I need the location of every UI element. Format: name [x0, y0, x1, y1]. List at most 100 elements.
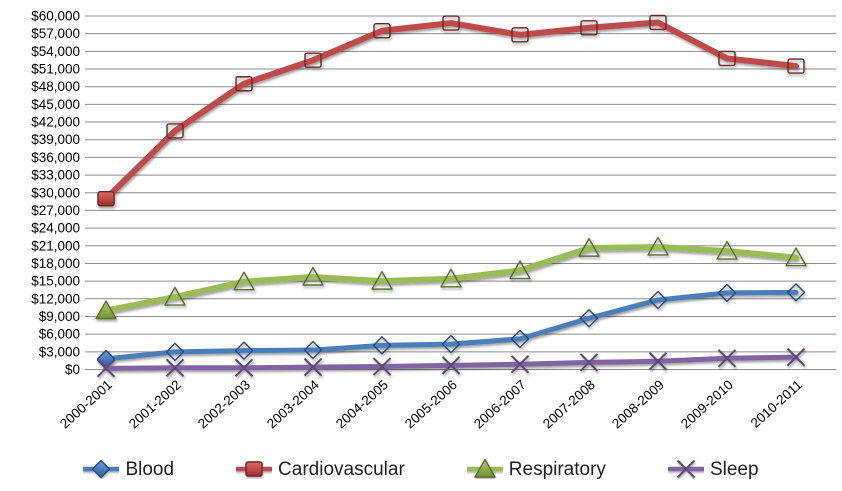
series-marker-sleep	[510, 354, 530, 374]
y-axis-tick-label: $36,000	[31, 150, 80, 165]
legend-label-cardiovascular: Cardiovascular	[278, 458, 405, 480]
x-marker-icon	[667, 459, 704, 479]
series-marker-sleep	[579, 353, 599, 372]
series-blood	[96, 283, 806, 369]
x-axis-tick-label: 2000-2001	[57, 377, 115, 431]
y-axis-tick-label: $27,000	[31, 203, 80, 218]
series-marker-blood	[165, 342, 185, 362]
series-marker-cardiovascular	[442, 15, 460, 31]
y-axis-tick-label: $51,000	[31, 62, 80, 77]
series-marker-respiratory	[371, 270, 393, 290]
series-marker-sleep	[717, 349, 737, 368]
square-marker-icon	[236, 461, 273, 477]
y-axis-tick-label: $54,000	[31, 44, 80, 59]
y-axis-tick-label: $45,000	[31, 97, 80, 112]
series-marker-sleep	[165, 358, 185, 377]
x-axis-tick-label: 2010-2011	[748, 377, 805, 431]
series-marker-respiratory	[509, 260, 531, 280]
series-marker-blood	[786, 283, 806, 302]
y-axis-tick-label: $3,000	[39, 344, 80, 359]
y-axis-tick-label: $18,000	[31, 256, 80, 271]
series-marker-respiratory	[440, 268, 462, 288]
series-marker-respiratory	[578, 237, 600, 257]
series-marker-cardiovascular	[235, 76, 253, 92]
legend-item-blood: Blood	[83, 459, 174, 479]
legend-label-blood: Blood	[125, 458, 175, 480]
series-marker-cardiovascular	[718, 50, 736, 67]
series-marker-blood	[92, 459, 111, 479]
x-axis-tick-label: 2006-2007	[471, 377, 529, 431]
series-marker-sleep	[786, 347, 806, 367]
x-axis-tick-label: 2004-2005	[333, 377, 391, 431]
x-axis-tick-label: 2002-2003	[195, 377, 253, 431]
series-marker-respiratory	[95, 300, 117, 320]
series-marker-blood	[648, 290, 668, 310]
x-axis-tick-label: 2009-2010	[678, 377, 736, 431]
chart-area: $60,000 $57,000 $54,000 $51,000 $48,000 $45,0…	[31, 9, 836, 432]
series-marker-cardiovascular	[304, 52, 322, 68]
series-marker-blood	[441, 334, 461, 354]
series-marker-blood	[372, 336, 392, 355]
y-axis-tick-label: $48,000	[31, 79, 80, 94]
series-sleep	[96, 347, 806, 378]
series-line-blood	[103, 289, 799, 362]
series-marker-cardiovascular	[97, 190, 115, 207]
y-axis-tick-label: $9,000	[39, 309, 80, 324]
series-marker-sleep	[676, 459, 696, 479]
chart-legend: Blood Cardiovascular Respiratory Sleep	[0, 447, 842, 491]
diamond-marker-icon	[83, 459, 120, 479]
series-marker-blood	[303, 340, 323, 360]
series-marker-sleep	[648, 352, 668, 371]
series-marker-respiratory	[474, 459, 496, 478]
series-marker-sleep	[303, 357, 323, 377]
x-axis-tick-label: 2001-2002	[126, 377, 184, 431]
series-marker-blood	[579, 309, 599, 328]
series-marker-blood	[717, 283, 737, 303]
y-axis-tick-label: $30,000	[31, 185, 80, 200]
x-axis-tick-label: 2008-2009	[609, 377, 667, 431]
series-marker-cardiovascular	[787, 58, 805, 74]
series-marker-respiratory	[302, 266, 324, 286]
triangle-marker-icon	[466, 459, 503, 478]
series-marker-cardiovascular	[245, 461, 263, 477]
series-marker-cardiovascular	[166, 123, 184, 139]
series-respiratory	[95, 236, 807, 320]
legend-label-sleep: Sleep	[709, 458, 759, 480]
y-axis-tick-label: $39,000	[31, 132, 80, 147]
x-axis-tick-label: 2003-2004	[264, 377, 322, 432]
series-marker-blood	[510, 329, 530, 349]
series-cardiovascular	[97, 14, 805, 207]
y-axis-tick-label: $12,000	[31, 291, 80, 306]
series-line-respiratory	[103, 243, 799, 314]
series-marker-blood	[96, 349, 116, 369]
series-marker-sleep	[96, 359, 116, 378]
series-marker-cardiovascular	[580, 20, 598, 36]
series-marker-sleep	[441, 356, 461, 375]
y-axis-tick-label: $24,000	[31, 221, 80, 236]
series-marker-cardiovascular	[511, 27, 529, 43]
series-marker-blood	[234, 341, 254, 360]
legend-label-respiratory: Respiratory	[508, 458, 606, 480]
y-axis-tick-label: $21,000	[31, 238, 80, 253]
legend-item-respiratory: Respiratory	[466, 458, 606, 480]
series-line-cardiovascular	[103, 19, 799, 202]
series-marker-cardiovascular	[649, 14, 667, 31]
y-axis-tick-label: $15,000	[31, 274, 80, 289]
series-marker-sleep	[372, 357, 392, 376]
series-marker-respiratory	[716, 240, 738, 260]
y-axis-tick-label: $6,000	[39, 327, 80, 342]
chart-plot-svg: $60,000 $57,000 $54,000 $51,000 $48,000 $45,0…	[31, 9, 836, 432]
series-marker-respiratory	[164, 286, 186, 306]
series-marker-respiratory	[785, 247, 807, 267]
series-marker-respiratory	[233, 271, 255, 291]
series-marker-cardiovascular	[373, 23, 391, 39]
y-axis-tick-label: $33,000	[31, 168, 80, 183]
legend-item-cardiovascular: Cardiovascular	[236, 459, 405, 479]
x-axis-tick-label: 2007-2008	[540, 377, 598, 431]
y-axis-tick-label: $42,000	[31, 115, 80, 130]
y-axis-tick-label: $60,000	[31, 9, 80, 24]
y-axis-tick-label: $0	[65, 362, 80, 377]
series-marker-sleep	[234, 358, 254, 377]
y-axis-tick-label: $57,000	[31, 26, 80, 41]
x-axis-tick-label: 2005-2006	[402, 377, 460, 431]
